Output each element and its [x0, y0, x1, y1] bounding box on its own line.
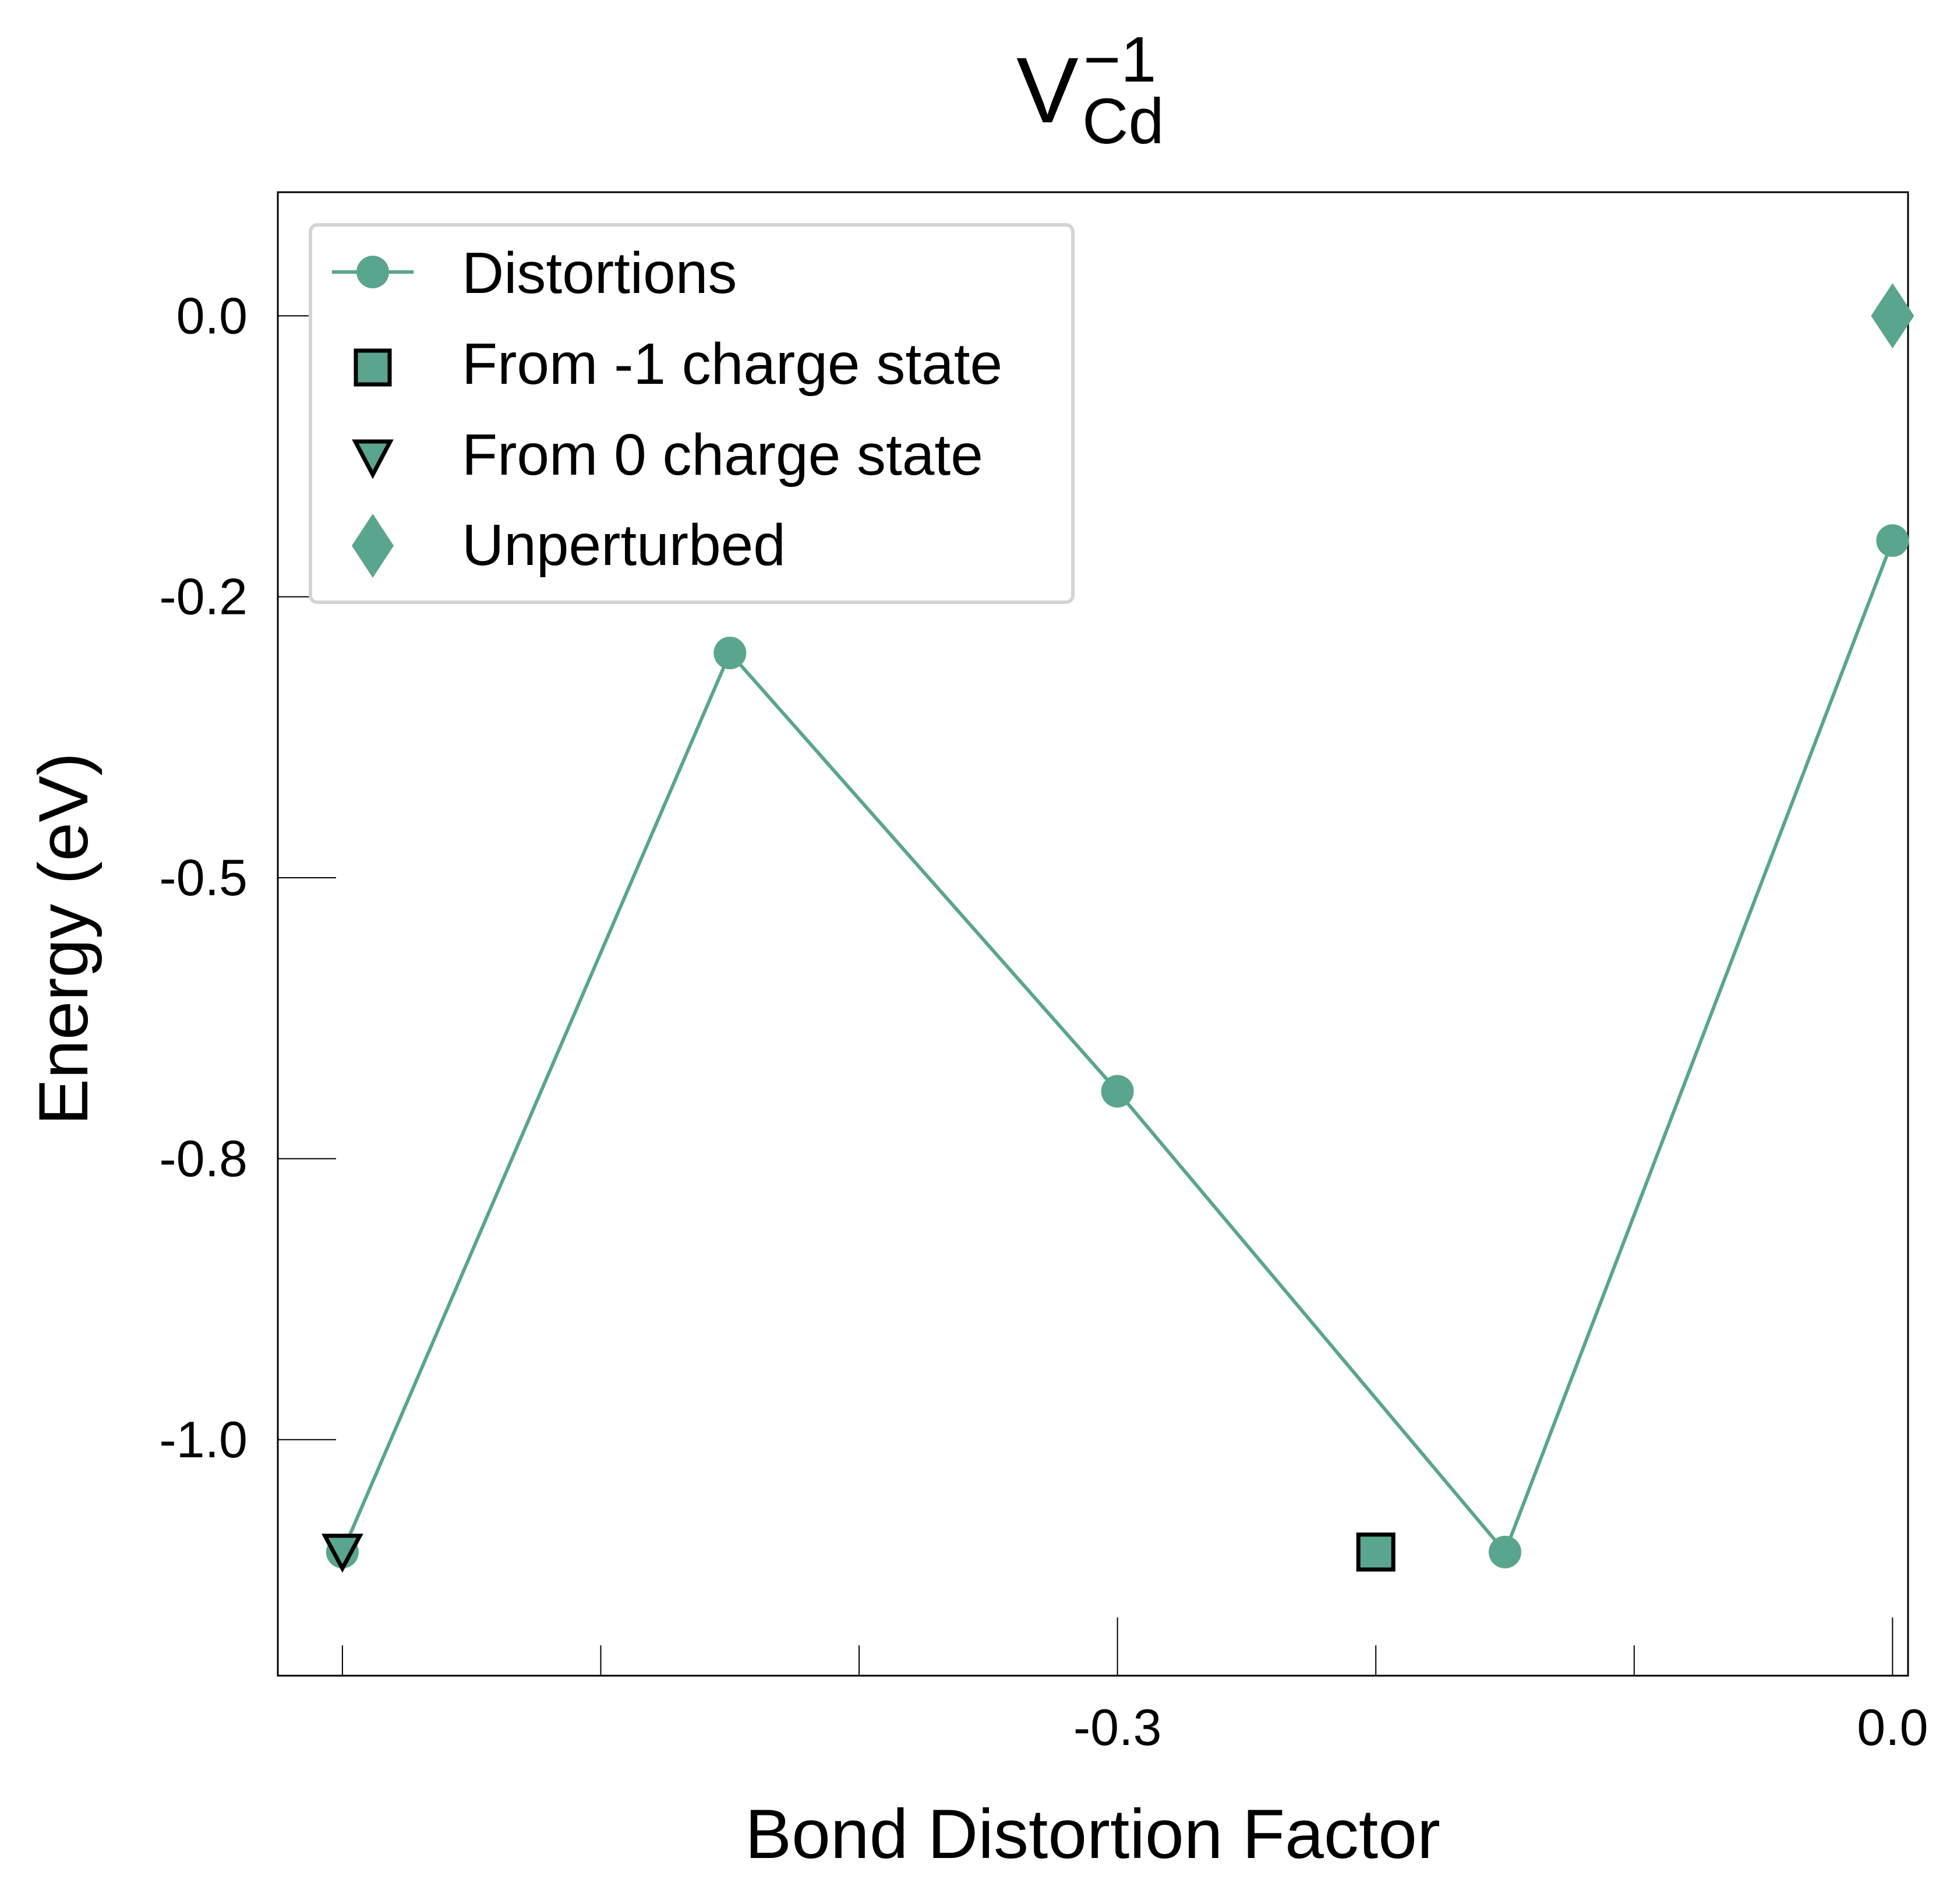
x-tick-label: 0.0 — [1857, 1698, 1928, 1756]
legend-triangle-down-marker — [352, 439, 394, 479]
x-axis-label: Bond Distortion Factor — [745, 1795, 1440, 1873]
legend-distortions-circle-marker — [356, 256, 389, 288]
legend-square-marker — [354, 348, 392, 387]
unperturbed-diamond-marker — [1871, 283, 1914, 349]
legend: Distortions From -1 charge state From 0 … — [309, 223, 1075, 604]
legend-item-from-0: From 0 charge state — [352, 422, 983, 488]
chart-title-base: V — [1016, 38, 1079, 142]
y-tick-label: -0.2 — [159, 568, 248, 626]
legend-item-distortions: Distortions — [332, 241, 737, 306]
series-layer — [322, 283, 1914, 1573]
legend-unperturbed-label: Unperturbed — [462, 513, 786, 578]
legend-item-unperturbed: Unperturbed — [352, 513, 786, 578]
distortions-point — [1489, 1535, 1522, 1569]
legend-from-0-label: From 0 charge state — [462, 422, 983, 488]
from-minus-1-square-marker — [1356, 1532, 1396, 1572]
y-tick-label: -0.5 — [159, 849, 248, 906]
y-axis-ticks: 0.0 -0.2 -0.5 -0.8 -1.0 — [159, 287, 336, 1468]
y-tick-label: -0.8 — [159, 1129, 248, 1187]
plot-area-frame — [277, 191, 1909, 1677]
from-0-triangle-marker — [322, 1534, 363, 1573]
distortions-point — [1876, 524, 1909, 557]
distortions-point — [713, 637, 747, 670]
legend-frame — [309, 223, 1075, 604]
y-tick-label: 0.0 — [176, 287, 248, 344]
legend-item-from-minus-1: From -1 charge state — [354, 331, 1002, 397]
chart-title: V −1 Cd — [1016, 24, 1164, 157]
distortions-point — [1101, 1075, 1134, 1108]
legend-diamond-marker — [352, 514, 394, 578]
distortions-line — [341, 540, 1895, 1554]
x-tick-label: -0.3 — [1073, 1698, 1162, 1756]
legend-distortions-label: Distortions — [462, 241, 737, 306]
y-axis-label: Energy (eV) — [24, 753, 103, 1125]
legend-from-minus-1-label: From -1 charge state — [462, 331, 1002, 397]
y-tick-label: -1.0 — [159, 1411, 248, 1468]
chart-title-subscript: Cd — [1082, 86, 1164, 157]
chart-title-superscript: −1 — [1083, 24, 1156, 96]
x-axis-ticks: -0.3 0.0 — [341, 1617, 1928, 1756]
